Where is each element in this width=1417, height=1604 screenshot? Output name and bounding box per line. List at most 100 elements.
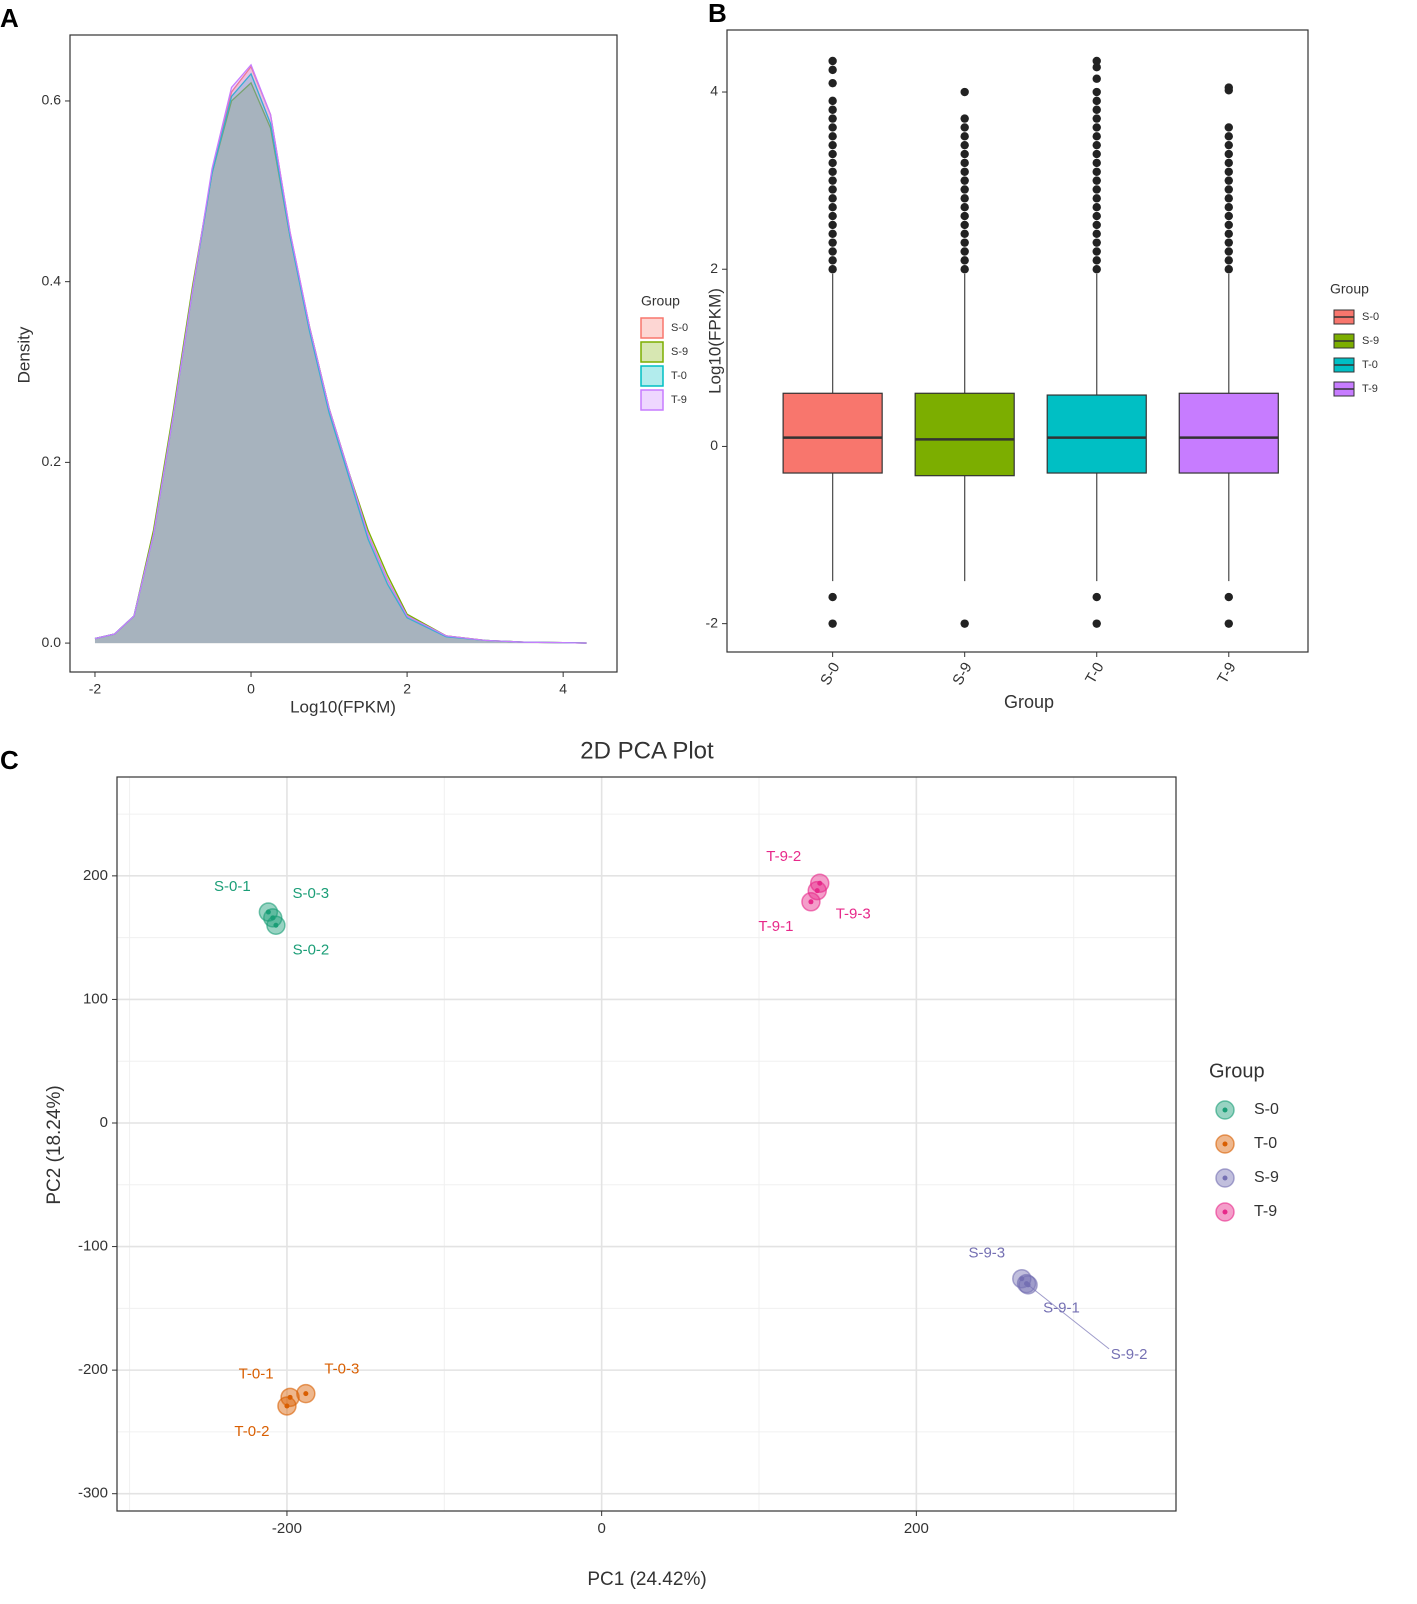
outlier <box>828 203 837 212</box>
x-tick-label: 0 <box>247 681 255 697</box>
legend-label: T-9 <box>671 394 687 406</box>
outlier <box>1224 265 1233 274</box>
outlier <box>1224 176 1233 185</box>
x-tick-label: S-0 <box>817 659 843 688</box>
outlier <box>960 229 969 238</box>
outlier <box>960 203 969 212</box>
point-center <box>808 899 814 905</box>
plot-frame <box>69 34 618 673</box>
outlier <box>828 247 837 256</box>
outlier <box>828 140 837 150</box>
outlier <box>1092 56 1101 66</box>
y-tick-label: -200 <box>78 1361 108 1378</box>
outlier <box>960 238 969 247</box>
box <box>782 392 883 474</box>
legend-label: T-9 <box>1362 383 1378 395</box>
box <box>1046 394 1147 474</box>
outlier <box>1092 203 1101 212</box>
x-tick-label: -200 <box>272 1520 302 1537</box>
outlier <box>1224 194 1233 203</box>
legend-key-center <box>1222 1107 1228 1113</box>
outlier <box>1092 256 1101 265</box>
x-axis-label: Group <box>1004 692 1054 712</box>
outlier <box>960 256 969 265</box>
outlier <box>1224 123 1233 132</box>
point-label: T-0-2 <box>234 1423 269 1440</box>
outlier <box>1092 194 1101 203</box>
outlier <box>1092 132 1101 141</box>
outlier <box>960 158 969 168</box>
point-label: T-0-1 <box>239 1365 274 1382</box>
outlier <box>1224 185 1233 194</box>
x-tick-label: T-9 <box>1214 659 1240 686</box>
legend-label: S-0 <box>1362 311 1379 323</box>
legend-key-center <box>1222 1141 1228 1147</box>
x-tick-label: 200 <box>904 1520 929 1537</box>
density-area <box>94 66 587 644</box>
outlier <box>1092 87 1101 97</box>
y-tick-label: 0 <box>100 1114 108 1131</box>
point-label: S-0-2 <box>293 941 330 958</box>
outlier <box>1092 619 1101 628</box>
outlier <box>960 140 969 150</box>
outlier <box>1224 203 1233 212</box>
point-label: S-0-1 <box>214 878 251 895</box>
outlier <box>1092 247 1101 256</box>
y-tick-label: -300 <box>78 1485 108 1502</box>
outlier <box>1224 132 1233 141</box>
outlier <box>828 65 837 75</box>
outlier <box>1092 140 1101 150</box>
outlier <box>1224 167 1233 176</box>
y-tick-label: 0.4 <box>42 272 62 288</box>
legend-key <box>640 365 664 387</box>
y-axis-label: Density <box>14 326 33 383</box>
y-tick-label: 0 <box>710 437 718 453</box>
label-segment <box>1027 1284 1110 1350</box>
point-label: S-9-1 <box>1043 1300 1080 1317</box>
outlier <box>828 265 837 274</box>
x-tick-label: 4 <box>559 681 567 697</box>
outlier <box>1092 265 1101 274</box>
legend-title: Group <box>1209 1060 1265 1082</box>
outlier <box>1092 96 1101 106</box>
point-label: S-9-3 <box>968 1245 1005 1262</box>
legend-label: T-0 <box>1362 359 1378 371</box>
outlier <box>828 256 837 265</box>
point-center <box>303 1391 309 1397</box>
legend-label: T-0 <box>671 370 687 382</box>
box <box>1178 392 1279 474</box>
outlier <box>828 123 837 132</box>
plot-frame <box>726 29 1309 653</box>
outlier <box>828 194 837 203</box>
point-center <box>814 888 820 894</box>
outlier <box>960 167 969 176</box>
outlier <box>828 96 837 106</box>
outlier <box>1224 619 1233 628</box>
outlier <box>960 87 969 97</box>
legend-label: S-9 <box>1254 1169 1279 1186</box>
point-center <box>284 1403 290 1409</box>
outlier <box>1224 220 1233 230</box>
outlier <box>1092 592 1101 602</box>
outlier <box>828 238 837 247</box>
y-axis-label: Log10(FPKM) <box>705 288 724 394</box>
legend-key <box>640 389 664 411</box>
plot-frame <box>116 776 1177 1512</box>
box <box>914 392 1015 477</box>
x-tick-label: -2 <box>89 681 102 697</box>
density-area <box>94 64 587 644</box>
outlier <box>960 185 969 194</box>
outlier <box>828 619 837 628</box>
outlier <box>1224 229 1233 238</box>
legend-key-center <box>1222 1175 1228 1181</box>
outlier <box>1224 211 1233 221</box>
outlier <box>828 167 837 176</box>
outlier <box>1092 123 1101 132</box>
y-tick-label: 200 <box>83 867 108 884</box>
outlier <box>1224 256 1233 265</box>
y-axis-label: PC2 (18.24%) <box>44 1085 65 1204</box>
outlier <box>1092 74 1101 83</box>
outlier <box>1224 158 1233 168</box>
outlier <box>960 265 969 274</box>
